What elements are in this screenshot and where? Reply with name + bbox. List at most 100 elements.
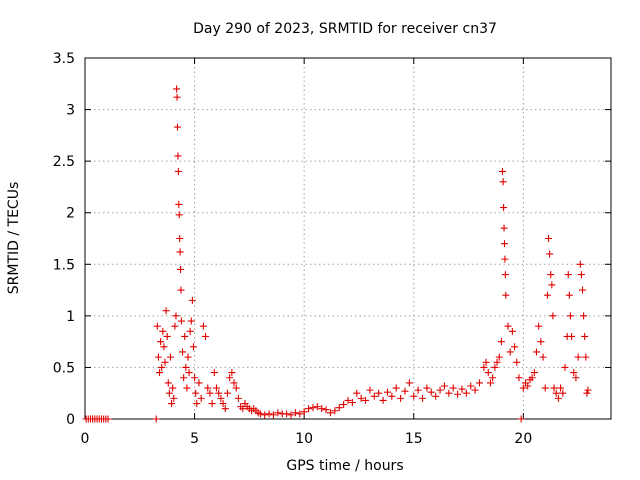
data-point — [181, 332, 189, 340]
data-point — [535, 322, 543, 330]
data-point — [206, 389, 214, 397]
data-point — [335, 404, 343, 412]
data-point — [491, 363, 499, 371]
data-point — [499, 178, 507, 186]
data-point — [158, 363, 166, 371]
data-point — [193, 400, 201, 408]
y-tick-label: 0 — [66, 412, 75, 428]
data-point — [217, 394, 225, 402]
data-point — [566, 312, 574, 320]
data-point — [189, 343, 197, 351]
data-point — [191, 374, 199, 382]
data-point — [261, 411, 269, 419]
data-point — [579, 286, 587, 294]
data-point — [230, 379, 238, 387]
data-point — [528, 374, 536, 382]
data-point — [161, 358, 169, 366]
data-point — [159, 327, 167, 335]
data-point — [232, 384, 240, 392]
data-point — [552, 389, 560, 397]
data-point — [440, 382, 448, 390]
data-point — [576, 260, 584, 268]
data-point — [318, 405, 326, 413]
data-point — [195, 379, 203, 387]
data-point — [502, 291, 510, 299]
data-point — [239, 405, 247, 413]
data-point — [545, 235, 553, 242]
data-point — [180, 374, 188, 382]
data-point — [175, 211, 183, 219]
data-point — [192, 389, 200, 397]
data-point — [480, 363, 488, 371]
data-point — [173, 93, 181, 101]
data-point — [188, 296, 196, 304]
data-point — [537, 338, 545, 346]
data-point — [414, 386, 422, 394]
data-point — [165, 389, 173, 397]
data-point — [313, 403, 321, 411]
data-point — [515, 374, 523, 382]
data-point — [199, 322, 207, 330]
data-point — [572, 374, 580, 382]
data-point — [210, 369, 218, 377]
data-point — [228, 369, 236, 377]
data-point — [486, 379, 494, 387]
data-point — [162, 307, 170, 315]
data-point — [187, 317, 195, 325]
data-point — [173, 123, 181, 131]
data-point — [582, 353, 590, 361]
data-point — [219, 400, 227, 408]
data-point — [177, 317, 185, 325]
data-point — [283, 410, 291, 418]
data-point — [366, 386, 374, 394]
data-point — [166, 353, 174, 361]
data-point — [427, 388, 435, 396]
data-point — [549, 312, 557, 320]
data-point — [388, 392, 396, 400]
data-point — [186, 327, 194, 335]
data-point — [163, 332, 171, 340]
data-point — [348, 398, 356, 406]
data-point — [565, 291, 573, 299]
data-point — [541, 384, 549, 392]
data-point — [506, 348, 514, 356]
data-point — [423, 384, 431, 392]
data-point — [197, 394, 205, 402]
data-point — [513, 358, 521, 366]
x-axis-label: GPS time / hours — [286, 458, 403, 474]
data-point — [570, 369, 578, 377]
data-point — [419, 394, 427, 402]
data-point — [517, 415, 525, 423]
data-point — [584, 386, 592, 394]
y-axis-ticks: 0 0.5 1 1.5 2 2.5 3 3.5 — [53, 51, 75, 428]
data-point — [548, 281, 556, 289]
data-point — [174, 152, 182, 160]
data-point — [462, 389, 470, 397]
data-point — [234, 394, 242, 402]
data-point — [539, 353, 547, 361]
data-point — [291, 409, 299, 417]
x-tick-label: 15 — [405, 431, 423, 447]
data-point — [184, 353, 192, 361]
data-point — [223, 389, 231, 397]
data-point — [104, 415, 112, 423]
data-point — [221, 405, 229, 413]
data-point — [326, 409, 334, 417]
data-point — [580, 312, 588, 320]
data-point — [493, 358, 501, 366]
data-point — [436, 386, 444, 394]
data-point — [172, 312, 180, 320]
data-point — [208, 400, 216, 408]
data-point — [546, 250, 554, 258]
data-point — [153, 322, 161, 330]
data-point — [484, 369, 492, 377]
data-point — [401, 387, 409, 395]
x-axis-ticks: 0 5 10 15 20 — [81, 431, 533, 447]
data-point — [577, 271, 585, 279]
y-tick-label: 1.5 — [53, 257, 75, 273]
data-point — [383, 388, 391, 396]
data-point — [564, 271, 572, 279]
data-point — [185, 369, 193, 377]
data-point — [202, 332, 210, 340]
